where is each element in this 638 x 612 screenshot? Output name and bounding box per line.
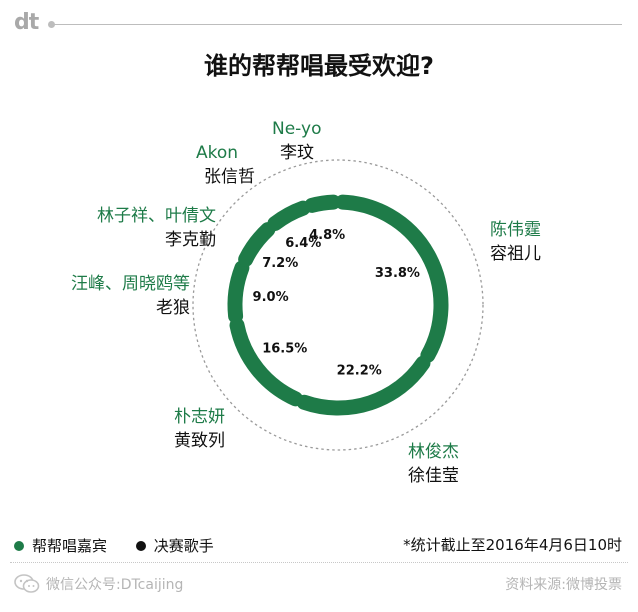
legend: 帮帮唱嘉宾 决赛歌手 (14, 535, 238, 556)
slice-label-2: 林俊杰 徐佳莹 (408, 440, 459, 488)
slice-label-3: 朴志妍 黄致列 (174, 405, 225, 453)
donut-slice-3 (229, 317, 303, 407)
slice-percent-label: 4.8% (309, 228, 345, 243)
guest-name: Ne-yo (272, 119, 322, 139)
footer-source: 资料来源:微博投票 (505, 577, 622, 593)
slice-label-6: Akon 张信哲 (196, 141, 255, 189)
donut-slice-5 (238, 222, 276, 267)
guest-name: 林子祥、叶倩文 (97, 206, 216, 226)
guest-name: 林俊杰 (408, 442, 459, 462)
donut-slice-7 (304, 194, 341, 213)
donut-slice-4 (227, 260, 250, 324)
donut-slice-1 (335, 194, 449, 363)
legend-item-guest: 帮帮唱嘉宾 (14, 535, 107, 556)
slice-percent-label: 16.5% (262, 341, 307, 356)
slice-label-4: 汪峰、周晓鸥等老狼 (64, 272, 190, 320)
legend-label-guest: 帮帮唱嘉宾 (32, 537, 108, 555)
singer-name: 容祖儿 (490, 244, 541, 264)
slice-label-5: 林子祥、叶倩文李克勤 (96, 204, 216, 252)
guest-name: 朴志妍 (174, 407, 225, 427)
singer-name: 徐佳莹 (408, 466, 459, 486)
legend-dot-guest (14, 540, 24, 551)
slice-percent-label: 22.2% (337, 364, 382, 379)
donut-chart: 33.8% 22.2% 16.5% 9.0% 7.2% 6.4%4.8% (192, 159, 484, 451)
timestamp-note: *统计截止至2016年4月6日10时 (403, 536, 622, 554)
slice-percent-label: 33.8% (375, 266, 420, 281)
legend-item-singer: 决赛歌手 (135, 535, 214, 556)
outer-dotted-circle (192, 159, 484, 451)
dt-logo: dt (14, 10, 39, 35)
singer-name: 李克勤 (165, 230, 216, 250)
guest-name: 汪峰、周晓鸥等 (71, 274, 190, 294)
donut-slice-2 (296, 355, 431, 416)
slice-label-1: 陈伟霆 容祖儿 (490, 218, 541, 266)
chart-title: 谁的帮帮唱最受欢迎? (204, 52, 434, 80)
slice-percent-label: 9.0% (253, 290, 289, 305)
header-rule (52, 24, 622, 25)
footer-divider (10, 562, 628, 563)
wechat-icon (14, 574, 40, 593)
slice-percent-label: 6.4% (285, 236, 321, 251)
donut-slice-6 (267, 200, 311, 232)
legend-dot-singer (135, 540, 146, 551)
singer-name: 李玟 (280, 143, 314, 163)
guest-name: 陈伟霆 (490, 220, 541, 240)
slice-label-7: Ne-yo 李玟 (272, 117, 321, 165)
singer-name: 黄致列 (174, 431, 225, 451)
singer-name: 老狼 (156, 298, 190, 318)
footer-account: 微信公众号:DTcaijing (46, 577, 184, 593)
guest-name: Akon (196, 143, 239, 163)
slice-percent-label: 7.2% (262, 256, 298, 271)
footer-wechat: 微信公众号:DTcaijing (14, 574, 183, 594)
header-rule-dot (48, 21, 55, 28)
singer-name: 张信哲 (204, 167, 255, 187)
legend-label-singer: 决赛歌手 (153, 537, 214, 555)
